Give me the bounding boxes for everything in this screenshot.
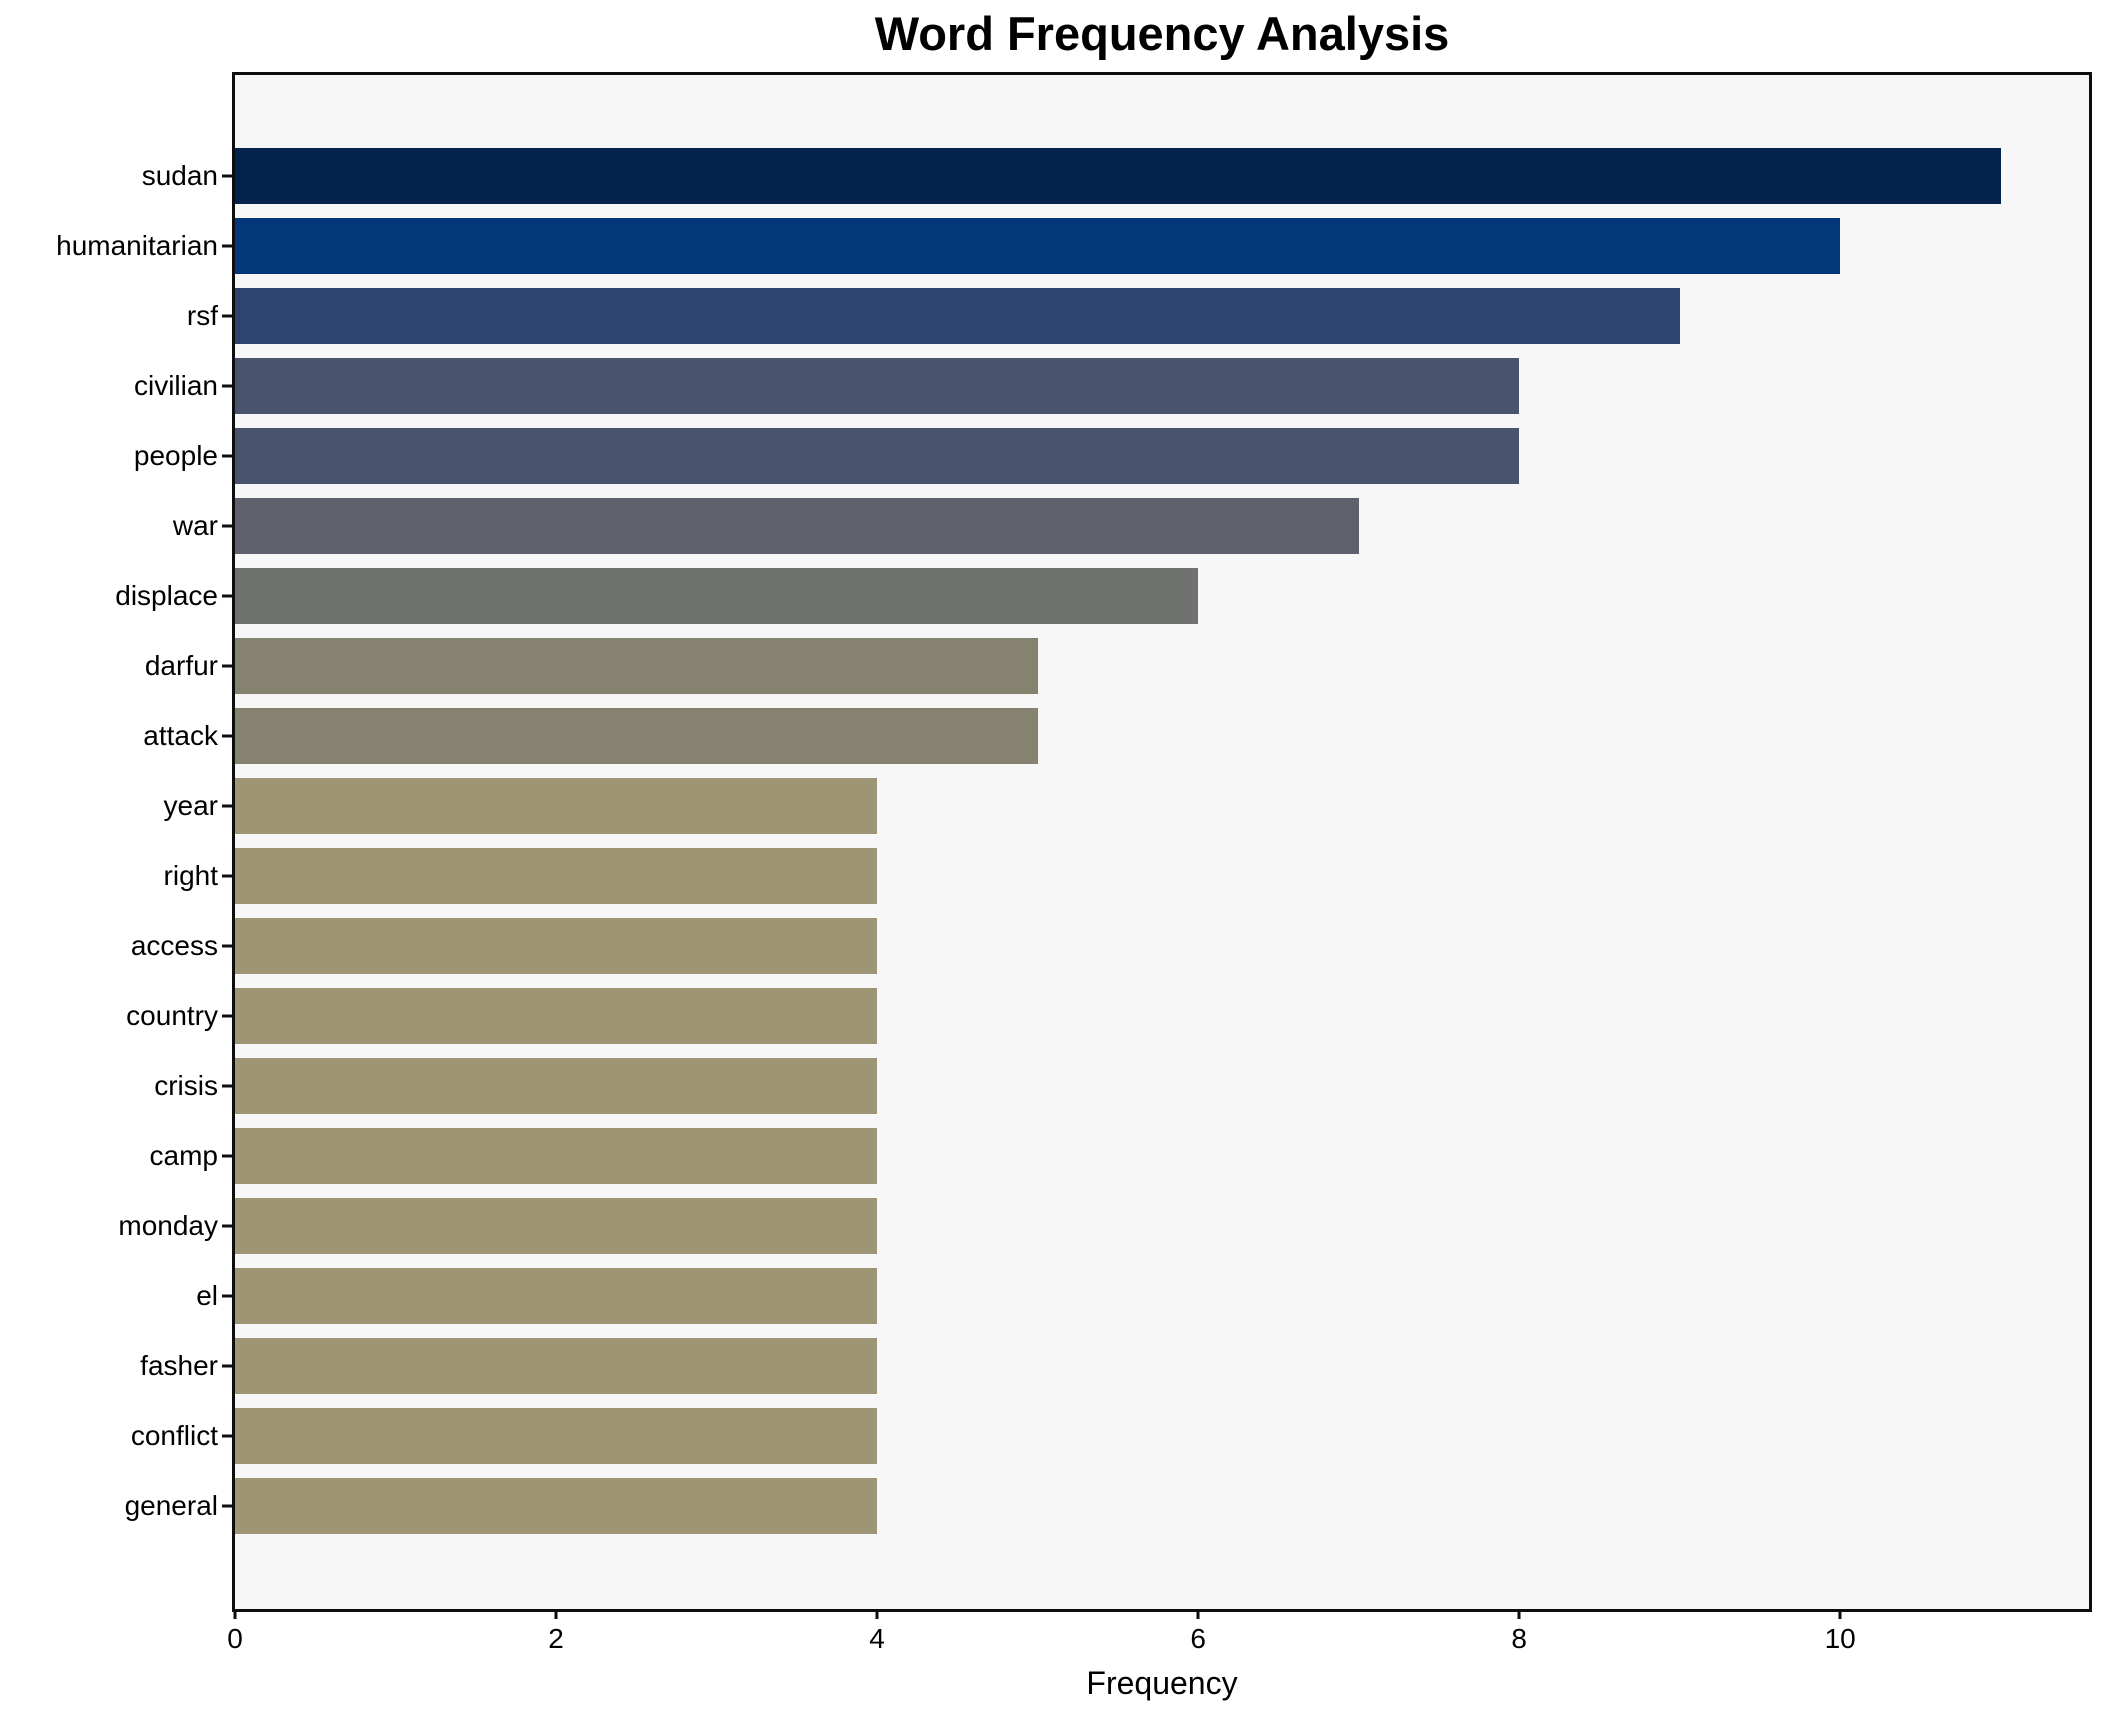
- frequency-bar-conflict: [235, 1408, 878, 1464]
- y-axis-label-country: country: [126, 1000, 218, 1031]
- frequency-bar-right: [235, 848, 878, 904]
- bar-row: camp: [150, 1121, 2089, 1191]
- bar-row: attack: [143, 701, 2089, 771]
- bar-row: country: [126, 981, 2089, 1051]
- bar-row: humanitarian: [56, 211, 2089, 281]
- bar-row: sudan: [142, 141, 2089, 211]
- y-tick-mark: [222, 244, 232, 248]
- y-axis-label-displace: displace: [115, 580, 218, 611]
- frequency-bar-civilian: [235, 358, 1520, 414]
- y-axis-label-crisis: crisis: [154, 1070, 218, 1101]
- y-axis-label-attack: attack: [143, 720, 218, 751]
- bar-row: general: [125, 1471, 2089, 1541]
- y-tick-mark: [222, 1294, 232, 1298]
- y-tick-mark: [222, 1224, 232, 1228]
- x-tick-mark: [1517, 1609, 1521, 1619]
- frequency-bar-war: [235, 498, 1359, 554]
- frequency-bar-people: [235, 428, 1520, 484]
- plot-area: sudan humanitarian rsf civilian people war dis…: [56, 72, 2092, 1699]
- y-tick-mark: [222, 664, 232, 668]
- bar-row: darfur: [145, 631, 2089, 701]
- frequency-bar-country: [235, 988, 878, 1044]
- y-axis-label-camp: camp: [149, 1140, 218, 1171]
- x-axis-title: Frequency: [1086, 1665, 1238, 1701]
- y-tick-mark: [222, 1154, 232, 1158]
- y-axis-label-rsf: rsf: [186, 300, 218, 331]
- x-tick-mark: [554, 1609, 558, 1619]
- x-tick-label: 4: [869, 1623, 885, 1654]
- bar-row: fasher: [140, 1331, 2089, 1401]
- bar-row: people: [134, 421, 2089, 491]
- bar-row: el: [196, 1261, 2089, 1331]
- frequency-bar-humanitarian: [235, 218, 1841, 274]
- bar-row: war: [173, 491, 2089, 561]
- y-axis-label-war: war: [172, 510, 218, 541]
- y-tick-mark: [222, 1364, 232, 1368]
- x-tick-label: 6: [1190, 1623, 1206, 1654]
- x-tick-label: 2: [548, 1623, 564, 1654]
- frequency-bar-crisis: [235, 1058, 878, 1114]
- y-tick-mark: [222, 734, 232, 738]
- y-tick-mark: [222, 1434, 232, 1438]
- y-tick-mark: [222, 1014, 232, 1018]
- frequency-bar-year: [235, 778, 878, 834]
- y-axis-label-fasher: fasher: [140, 1350, 218, 1381]
- y-tick-mark: [222, 594, 232, 598]
- x-tick-label: 10: [1824, 1623, 1856, 1654]
- y-axis-label-year: year: [163, 790, 218, 821]
- frequency-bar-camp: [235, 1128, 878, 1184]
- y-axis-label-right: right: [163, 860, 218, 891]
- bar-row: conflict: [131, 1401, 2089, 1471]
- y-axis-label-access: access: [130, 930, 218, 961]
- y-axis-label-monday: monday: [118, 1210, 218, 1241]
- frequency-bar-darfur: [235, 638, 1038, 694]
- bar-row: crisis: [154, 1051, 2089, 1121]
- y-tick-mark: [222, 454, 232, 458]
- bar-row: access: [131, 911, 2089, 981]
- frequency-bar-attack: [235, 708, 1038, 764]
- y-axis-label-civilian: civilian: [133, 370, 218, 401]
- x-tick-mark: [1838, 1609, 1842, 1619]
- bar-row: displace: [115, 561, 2089, 631]
- y-tick-mark: [222, 874, 232, 878]
- frequency-bar-monday: [235, 1198, 878, 1254]
- bars-container: sudan humanitarian rsf civilian people war dis…: [56, 75, 2089, 1609]
- frequency-bar-sudan: [235, 148, 2001, 204]
- chart-title: Word Frequency Analysis: [874, 7, 1450, 60]
- bar-row: year: [164, 771, 2089, 841]
- y-tick-mark: [222, 314, 232, 318]
- bar-row: right: [164, 841, 2089, 911]
- frequency-bar-fasher: [235, 1338, 878, 1394]
- x-tick-label: 8: [1511, 1623, 1527, 1654]
- x-tick-mark: [233, 1609, 237, 1619]
- x-tick-mark: [1196, 1609, 1200, 1619]
- y-axis-label-people: people: [133, 440, 218, 471]
- y-axis-label-darfur: darfur: [144, 650, 218, 681]
- y-axis-label-general: general: [124, 1490, 218, 1521]
- bar-row: monday: [118, 1191, 2089, 1261]
- y-axis-label-humanitarian: humanitarian: [56, 230, 218, 261]
- frequency-bar-rsf: [235, 288, 1680, 344]
- y-tick-mark: [222, 1084, 232, 1088]
- frequency-bar-access: [235, 918, 878, 974]
- y-tick-mark: [222, 1504, 232, 1508]
- x-tick-label: 0: [227, 1623, 243, 1654]
- y-tick-mark: [222, 174, 232, 178]
- frequency-bar-displace: [235, 568, 1199, 624]
- y-axis-label-sudan: sudan: [141, 160, 218, 191]
- y-axis-label-el: el: [196, 1280, 218, 1311]
- frequency-bar-el: [235, 1268, 878, 1324]
- bar-row: civilian: [134, 351, 2089, 421]
- y-tick-mark: [222, 524, 232, 528]
- y-axis-label-conflict: conflict: [130, 1420, 218, 1451]
- x-tick-mark: [875, 1609, 879, 1619]
- y-tick-mark: [222, 944, 232, 948]
- frequency-bar-general: [235, 1478, 878, 1534]
- y-tick-mark: [222, 804, 232, 808]
- bar-row: rsf: [187, 281, 2089, 351]
- y-tick-mark: [222, 384, 232, 388]
